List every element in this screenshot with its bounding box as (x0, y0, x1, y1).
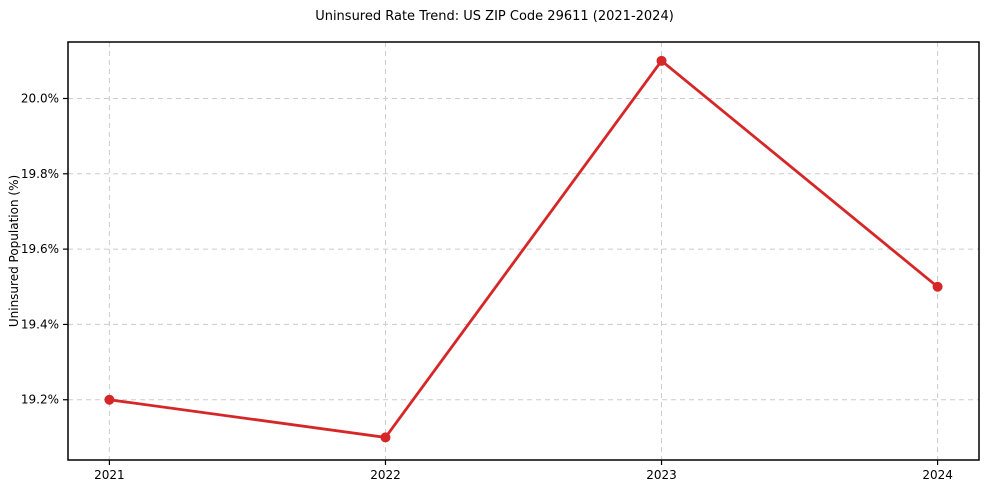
y-tick-label: 19.2% (21, 393, 59, 407)
x-tick-label: 2024 (922, 468, 953, 482)
data-point-2024 (932, 281, 943, 292)
x-tick-label: 2022 (370, 468, 401, 482)
trend-line (108, 59, 939, 439)
plot-border (67, 41, 980, 461)
y-tick-label: 20.0% (21, 91, 59, 105)
y-tick-label: 19.4% (21, 317, 59, 331)
data-point-2021 (104, 394, 115, 405)
x-tick-label: 2023 (646, 468, 677, 482)
chart-title: Uninsured Rate Trend: US ZIP Code 29611 … (315, 9, 674, 24)
data-point-2023 (656, 55, 667, 66)
data-point-2022 (380, 432, 391, 443)
y-tick-label: 19.8% (21, 167, 59, 181)
y-tick-label: 19.6% (21, 242, 59, 256)
x-tick-label: 2021 (94, 468, 125, 482)
